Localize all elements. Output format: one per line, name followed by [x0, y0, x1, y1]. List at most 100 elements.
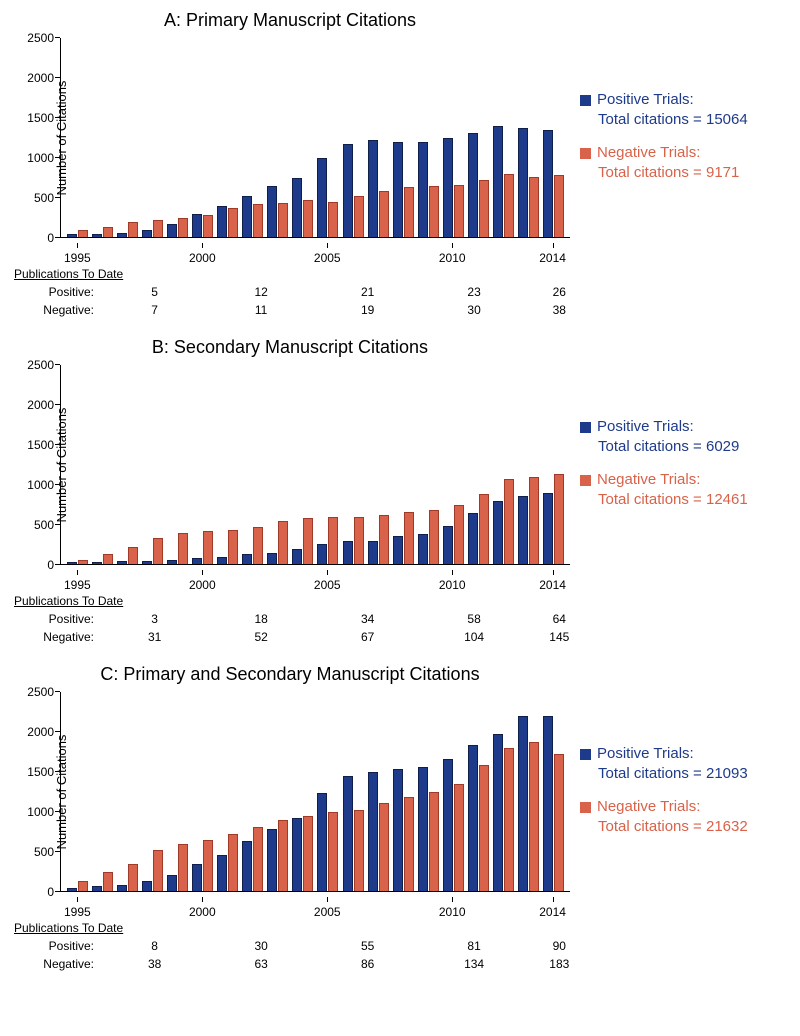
x-tick: 2005 [314, 897, 341, 919]
pub-cell [378, 937, 399, 955]
pub-cell: 104 [463, 628, 484, 646]
bar-negative [303, 518, 313, 564]
pub-cell: 30 [250, 937, 271, 955]
pub-cell [229, 628, 250, 646]
pub-cell: 183 [549, 955, 570, 973]
bar-positive [67, 562, 77, 564]
pub-cell [527, 628, 548, 646]
pub-cell: 90 [549, 937, 570, 955]
pub-cell [208, 628, 229, 646]
x-tick: 2000 [189, 243, 216, 265]
pub-cell [421, 955, 442, 973]
x-tick [365, 243, 390, 265]
bar-positive [217, 855, 227, 891]
x-tick: 1995 [64, 243, 91, 265]
legend: Positive Trials:Total citations = 21093N… [570, 664, 790, 850]
pub-cell [421, 937, 442, 955]
bar-positive [493, 501, 503, 564]
x-tick [490, 243, 515, 265]
x-tick [91, 897, 116, 919]
pub-cell: 134 [463, 955, 484, 973]
x-tick: 2005 [314, 243, 341, 265]
bar-negative [529, 177, 539, 237]
bar-negative [78, 881, 88, 891]
pub-cell [272, 955, 293, 973]
pub-cell [527, 955, 548, 973]
bar-positive [543, 493, 553, 564]
pub-cell: 67 [357, 628, 378, 646]
bar-group [441, 38, 466, 237]
bar-negative [153, 850, 163, 891]
bar-positive [267, 829, 277, 891]
bar-group [315, 692, 340, 891]
bar-positive [393, 769, 403, 891]
bar-positive [292, 549, 302, 564]
x-tick [390, 570, 415, 592]
bar-group [165, 38, 190, 237]
publications-table: Publications To DatePositive:Negative:00… [10, 919, 570, 973]
bar-group [416, 692, 441, 891]
pub-cell [527, 937, 548, 955]
bar-positive [267, 553, 277, 564]
bar-group [441, 365, 466, 564]
legend-swatch-icon [580, 475, 591, 486]
bar-negative [554, 175, 564, 237]
bar-negative [103, 554, 113, 564]
pub-cell [229, 301, 250, 319]
bar-positive [117, 885, 127, 891]
bar-negative [379, 191, 389, 237]
pub-cell [336, 628, 357, 646]
pub-cell [208, 610, 229, 628]
legend-swatch-icon [580, 749, 591, 760]
bar-group [541, 38, 566, 237]
x-tick [164, 243, 189, 265]
pub-cell [442, 301, 463, 319]
bar-positive [343, 776, 353, 891]
bar-group [115, 38, 140, 237]
panel-A: A: Primary Manuscript CitationsNumber of… [10, 10, 790, 319]
publications-table: Publications To DatePositive:Negative:00… [10, 592, 570, 646]
y-tick-label: 2000 [27, 725, 54, 739]
y-tick-label: 0 [47, 231, 54, 245]
pub-cell: 55 [357, 937, 378, 955]
pub-cell [485, 628, 506, 646]
pub-row-negative: 711193038 [144, 301, 570, 319]
bar-positive [317, 158, 327, 237]
bar-group [240, 692, 265, 891]
bar-positive [167, 224, 177, 237]
x-tick [365, 897, 390, 919]
x-tick: 2010 [439, 570, 466, 592]
legend-negative-total: Total citations = 9171 [580, 163, 790, 183]
bar-group [441, 692, 466, 891]
bar-positive [518, 716, 528, 891]
bar-positive [518, 128, 528, 237]
x-tick [240, 570, 265, 592]
pub-row-negative: 315267104145 [144, 628, 570, 646]
bar-negative [228, 530, 238, 564]
x-tick [115, 243, 140, 265]
x-tick [289, 570, 314, 592]
pub-cell [293, 301, 314, 319]
pub-cell [165, 301, 186, 319]
pub-cell: 38 [549, 301, 570, 319]
bar-negative [404, 512, 414, 564]
x-axis: 19952000200520102014 [60, 570, 570, 592]
pub-cell [187, 301, 208, 319]
bar-negative [228, 834, 238, 891]
x-tick [216, 243, 241, 265]
x-tick [466, 243, 491, 265]
pub-cell [187, 283, 208, 301]
bar-negative [479, 494, 489, 564]
bar-group [190, 692, 215, 891]
bar-negative [303, 816, 313, 891]
x-tick: 2000 [189, 897, 216, 919]
pub-cell: 7 [144, 301, 165, 319]
x-tick [91, 243, 116, 265]
pub-cell [378, 955, 399, 973]
pub-cell [293, 937, 314, 955]
legend-negative: Negative Trials:Total citations = 9171 [580, 143, 790, 182]
bar-negative [354, 810, 364, 891]
y-tick-label: 1500 [27, 438, 54, 452]
pub-cell [506, 283, 527, 301]
bar-group [366, 692, 391, 891]
